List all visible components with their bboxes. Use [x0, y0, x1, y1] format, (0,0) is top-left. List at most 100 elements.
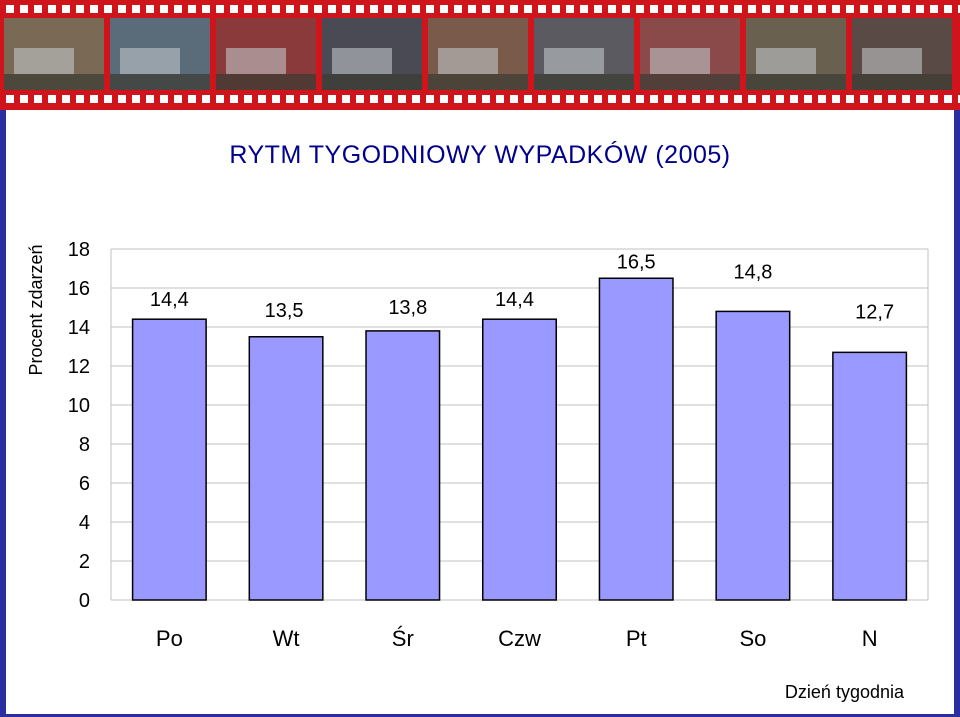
- y-tick-label: 8: [79, 434, 90, 456]
- film-hole: [216, 5, 224, 13]
- film-hole: [622, 95, 630, 103]
- film-hole: [804, 5, 812, 13]
- film-hole: [90, 95, 98, 103]
- film-hole: [244, 95, 252, 103]
- film-hole: [426, 95, 434, 103]
- film-hole: [398, 5, 406, 13]
- film-hole: [734, 5, 742, 13]
- data-label: 14,4: [495, 289, 534, 311]
- chart-panel: RYTM TYGODNIOWY WYPADKÓW (2005) 0 2 4 6 8 10 1…: [6, 110, 954, 714]
- film-hole: [580, 95, 588, 103]
- film-hole: [34, 5, 42, 13]
- film-hole: [328, 5, 336, 13]
- film-hole: [944, 5, 952, 13]
- film-hole: [874, 5, 882, 13]
- film-hole: [230, 5, 238, 13]
- film-hole: [300, 5, 308, 13]
- film-hole: [76, 95, 84, 103]
- film-hole: [146, 95, 154, 103]
- bar-chart: RYTM TYGODNIOWY WYPADKÓW (2005) 0 2 4 6 8 10 1…: [26, 140, 929, 702]
- film-hole: [790, 5, 798, 13]
- photo-vehicle-shape: [226, 48, 286, 74]
- film-hole: [188, 5, 196, 13]
- film-hole: [622, 5, 630, 13]
- chart-title: RYTM TYGODNIOWY WYPADKÓW (2005): [229, 140, 730, 169]
- film-hole: [468, 5, 476, 13]
- x-axis-categories: Po Wt Śr Czw Pt So N: [156, 626, 878, 651]
- photo-vehicle-shape: [332, 48, 392, 74]
- film-hole: [720, 95, 728, 103]
- film-hole: [860, 5, 868, 13]
- film-hole: [132, 5, 140, 13]
- film-hole: [188, 95, 196, 103]
- film-perforation-bottom: [6, 95, 960, 103]
- film-hole: [804, 95, 812, 103]
- film-hole: [776, 5, 784, 13]
- film-hole: [202, 95, 210, 103]
- film-hole: [538, 95, 546, 103]
- film-hole: [594, 5, 602, 13]
- film-hole: [538, 5, 546, 13]
- film-hole: [48, 5, 56, 13]
- film-hole: [412, 5, 420, 13]
- film-hole: [202, 5, 210, 13]
- bar: [365, 330, 441, 601]
- film-hole: [664, 95, 672, 103]
- data-label: 14,4: [150, 289, 189, 311]
- film-hole: [426, 5, 434, 13]
- photo-vehicle-shape: [544, 48, 604, 74]
- data-label: 16,5: [617, 251, 656, 273]
- film-hole: [566, 5, 574, 13]
- data-label: 12,7: [855, 301, 894, 323]
- film-hole: [440, 5, 448, 13]
- film-hole: [734, 95, 742, 103]
- bar: [248, 336, 324, 601]
- film-hole: [762, 95, 770, 103]
- film-hole: [174, 95, 182, 103]
- film-hole: [370, 95, 378, 103]
- film-hole: [902, 95, 910, 103]
- film-hole: [678, 5, 686, 13]
- filmstrip-banner: [0, 0, 960, 110]
- film-hole: [6, 95, 14, 103]
- data-label: 14,8: [733, 261, 772, 283]
- film-hole: [958, 5, 960, 13]
- film-hole: [692, 5, 700, 13]
- film-hole: [62, 5, 70, 13]
- photo-vehicle-shape: [650, 48, 710, 74]
- film-hole: [104, 95, 112, 103]
- film-hole: [384, 95, 392, 103]
- x-category-label: So: [739, 626, 766, 651]
- film-hole: [510, 5, 518, 13]
- film-hole: [776, 95, 784, 103]
- film-hole: [706, 5, 714, 13]
- photo-vehicle-shape: [120, 48, 180, 74]
- film-hole: [48, 95, 56, 103]
- film-hole: [930, 95, 938, 103]
- data-label: 13,8: [388, 297, 427, 319]
- film-hole: [888, 5, 896, 13]
- film-hole: [440, 95, 448, 103]
- photo-ground-shape: [4, 74, 104, 90]
- film-hole: [818, 5, 826, 13]
- film-perforation-top: [6, 5, 960, 13]
- x-category-label: Pt: [626, 626, 647, 651]
- film-hole: [328, 95, 336, 103]
- film-hole: [594, 95, 602, 103]
- y-axis-ticks: 0 2 4 6 8 10 12 14 16 18: [68, 239, 90, 612]
- film-hole: [146, 5, 154, 13]
- x-category-label: N: [862, 626, 878, 651]
- film-hole: [692, 95, 700, 103]
- film-hole: [762, 5, 770, 13]
- y-tick-label: 18: [68, 239, 90, 261]
- film-hole: [20, 5, 28, 13]
- y-tick-label: 0: [79, 590, 90, 612]
- film-hole: [720, 5, 728, 13]
- photo-ground-shape: [746, 74, 846, 90]
- film-hole: [356, 5, 364, 13]
- film-hole: [608, 95, 616, 103]
- photo-vehicle-shape: [862, 48, 922, 74]
- photo-vehicle-shape: [438, 48, 498, 74]
- film-hole: [20, 95, 28, 103]
- film-hole: [496, 5, 504, 13]
